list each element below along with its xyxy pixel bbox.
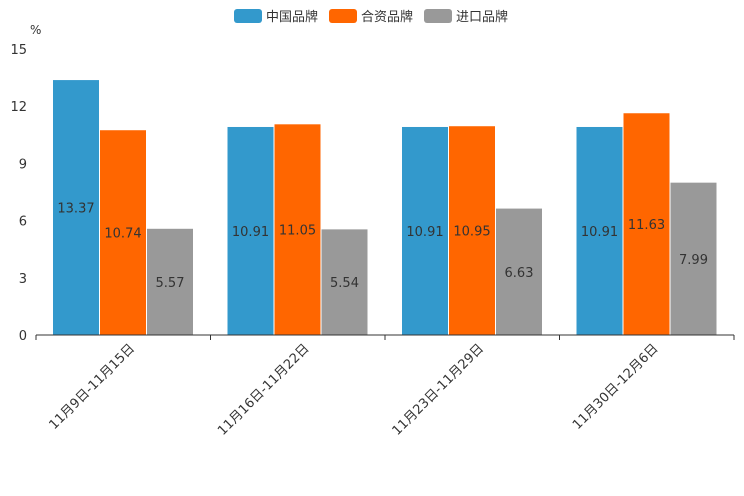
bar-value-label: 7.99 [679,253,708,268]
y-tick-label: 15 [10,43,27,58]
legend-swatch-china-brand [234,9,262,23]
bar-joint-venture-brand [449,126,495,335]
bar-joint-venture-brand [100,130,146,335]
bar-china-brand [53,80,99,335]
bar-value-label: 10.74 [104,227,141,242]
x-axis-ticks [35,335,735,340]
bar-value-label: 10.91 [232,225,269,240]
legend-label-china-brand: 中国品牌 [266,9,318,25]
category-labels: 11月9日-11月15日 11月16日-11月22日 11月23日-11月29日 11… [46,341,661,438]
legend-swatch-joint-venture-brand [329,9,357,23]
bar-value-label: 5.54 [330,276,359,291]
y-tick-label: 3 [19,272,27,287]
bar-import-brand [321,229,368,335]
bar-value-label: 6.63 [505,266,534,281]
y-axis-ticks: 0 3 6 9 12 15 [10,43,27,344]
bar-joint-venture-brand [274,124,321,336]
legend: 中国品牌 合资品牌 进口品牌 [234,9,508,25]
y-tick-label: 12 [10,100,27,115]
category-label: 11月30日-12月6日 [570,341,662,433]
bar-import-brand [147,228,193,335]
bar-value-label: 13.37 [57,202,94,217]
category-label: 11月16日-11月22日 [215,341,312,438]
value-labels: 13.37 10.74 5.57 10.91 11.05 5.54 10.91 10.95 6.… [57,202,708,292]
legend-swatch-import-brand [424,9,452,23]
bar-value-label: 10.91 [406,225,443,240]
bar-value-label: 10.95 [453,225,490,240]
bar-china-brand [227,126,274,335]
bar-value-label: 10.91 [581,225,618,240]
legend-label-joint-venture-brand: 合资品牌 [361,9,413,25]
y-tick-label: 9 [19,157,27,172]
bar-value-label: 11.63 [628,218,665,233]
category-label: 11月23日-11月29日 [390,341,487,438]
legend-label-import-brand: 进口品牌 [456,9,508,25]
category-label: 11月9日-11月15日 [46,341,138,433]
bar-value-label: 11.05 [279,224,316,239]
bar-china-brand [402,126,448,335]
bar-value-label: 5.57 [156,276,185,291]
bars [53,80,717,336]
y-unit-label: % [30,23,41,37]
bar-import-brand [670,182,717,335]
y-tick-label: 6 [19,215,27,230]
bar-china-brand [576,126,623,335]
bar-joint-venture-brand [623,113,670,335]
y-tick-label: 0 [19,329,27,344]
bar-import-brand [496,208,542,335]
